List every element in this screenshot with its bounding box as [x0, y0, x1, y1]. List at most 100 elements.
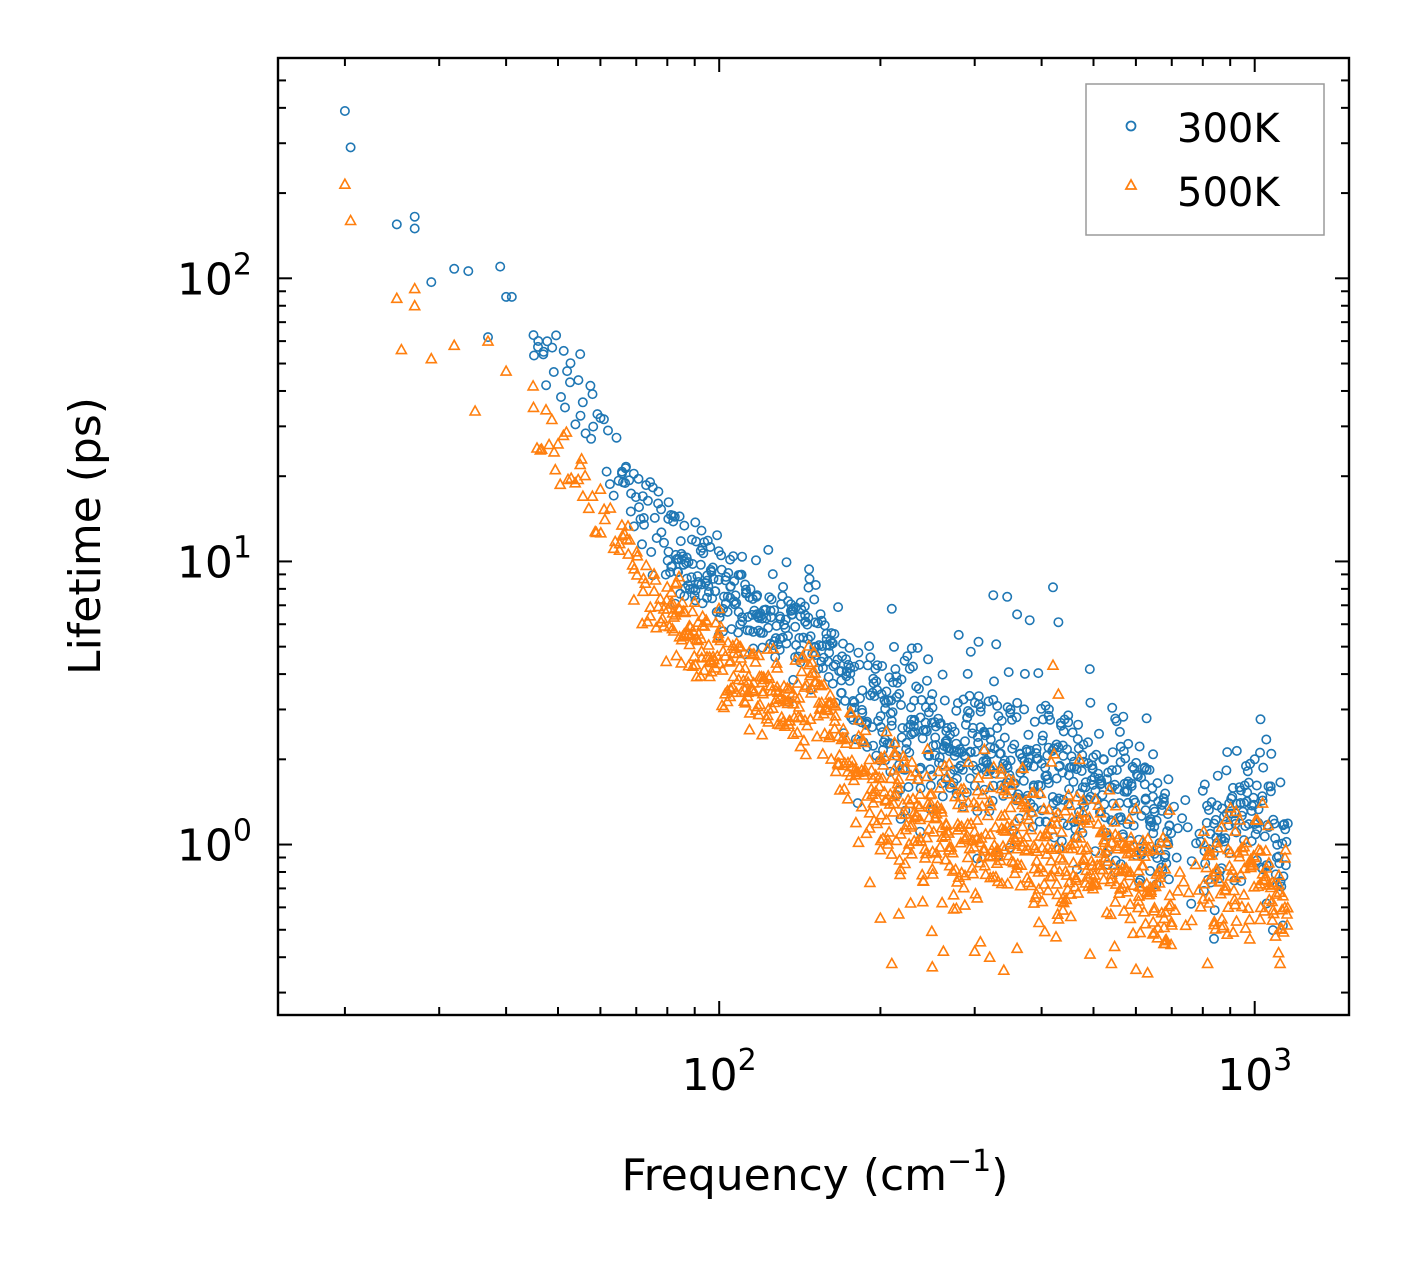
data-point	[1052, 687, 1065, 699]
data-point	[1022, 812, 1036, 825]
data-point	[1219, 836, 1230, 847]
data-point	[1141, 832, 1155, 844]
data-point	[896, 732, 907, 743]
data-point	[1025, 786, 1039, 799]
data-point	[1005, 755, 1016, 766]
data-point	[1166, 828, 1177, 839]
data-point	[810, 729, 824, 742]
data-point	[909, 695, 920, 706]
data-point	[912, 642, 923, 653]
data-point	[1032, 915, 1046, 928]
data-point	[339, 106, 350, 117]
ticks-layer	[278, 57, 1349, 1015]
data-point	[709, 616, 723, 628]
data-point	[1255, 747, 1266, 758]
data-point	[781, 557, 792, 568]
data-point	[973, 856, 987, 868]
data-point	[778, 581, 789, 592]
data-point	[800, 718, 814, 731]
data-point	[934, 802, 948, 814]
data-point	[770, 680, 784, 692]
data-point	[652, 599, 665, 612]
legend-frame	[1085, 83, 1325, 236]
data-point	[1042, 802, 1056, 815]
data-point	[1185, 913, 1198, 926]
data-point	[930, 732, 941, 743]
data-point	[1235, 899, 1249, 912]
data-point	[1025, 878, 1038, 891]
data-point	[1207, 917, 1221, 930]
data-point	[684, 583, 695, 594]
data-point	[975, 849, 989, 862]
data-point	[1228, 824, 1242, 836]
data-point	[1119, 861, 1133, 874]
data-point	[1088, 752, 1099, 763]
data-point	[1111, 764, 1122, 775]
data-point	[1203, 804, 1214, 815]
data-point	[787, 697, 801, 709]
data-point	[1073, 752, 1086, 765]
data-point	[965, 773, 976, 784]
data-point	[588, 421, 599, 432]
data-point	[623, 533, 637, 545]
data-point	[1149, 879, 1162, 892]
data-point	[1278, 851, 1292, 863]
data-point	[845, 662, 856, 673]
data-point	[613, 543, 626, 556]
data-point	[905, 847, 919, 859]
data-point	[1062, 744, 1073, 755]
data-point	[526, 379, 540, 391]
data-point	[1096, 863, 1110, 875]
data-point	[1137, 905, 1151, 917]
data-point	[1034, 816, 1045, 827]
data-point	[1243, 932, 1257, 944]
data-point	[1219, 812, 1233, 825]
data-point	[746, 684, 759, 696]
data-point	[804, 573, 815, 584]
data-point	[1177, 813, 1188, 824]
data-point	[538, 349, 549, 360]
data-point	[1108, 815, 1121, 827]
data-point	[716, 550, 727, 561]
data-point	[978, 742, 991, 755]
data-point	[863, 806, 877, 818]
data-point	[1124, 911, 1137, 924]
data-point	[1027, 785, 1040, 798]
data-point	[1189, 857, 1202, 870]
data-point	[1013, 792, 1026, 805]
data-point	[1037, 865, 1051, 877]
data-point	[1243, 912, 1256, 925]
data-point	[1266, 903, 1280, 915]
data-point	[889, 833, 903, 846]
data-point	[991, 639, 1002, 650]
data-point	[1052, 795, 1063, 806]
data-point	[932, 764, 945, 777]
data-point	[1171, 852, 1182, 863]
data-point	[1261, 818, 1275, 831]
data-point	[1009, 791, 1023, 804]
data-point	[1139, 779, 1150, 790]
data-point	[1120, 753, 1131, 764]
data-point	[1010, 827, 1024, 839]
data-point	[897, 722, 908, 733]
data-point	[576, 489, 590, 502]
data-point	[829, 709, 842, 721]
data-point	[803, 668, 817, 681]
data-point	[573, 375, 584, 386]
data-point	[659, 654, 673, 667]
data-point	[792, 691, 806, 703]
data-point	[795, 664, 809, 677]
data-point	[1160, 788, 1171, 799]
data-point	[934, 718, 945, 729]
data-point	[646, 546, 657, 557]
data-point	[1091, 749, 1102, 760]
data-point	[1018, 800, 1032, 813]
data-point	[408, 299, 422, 311]
data-point	[977, 841, 991, 854]
data-point	[668, 510, 679, 521]
x-tick-label: 103	[1217, 1043, 1292, 1101]
data-point	[769, 692, 783, 705]
data-point	[949, 862, 962, 875]
data-point	[1257, 795, 1268, 806]
data-point	[1144, 885, 1158, 898]
